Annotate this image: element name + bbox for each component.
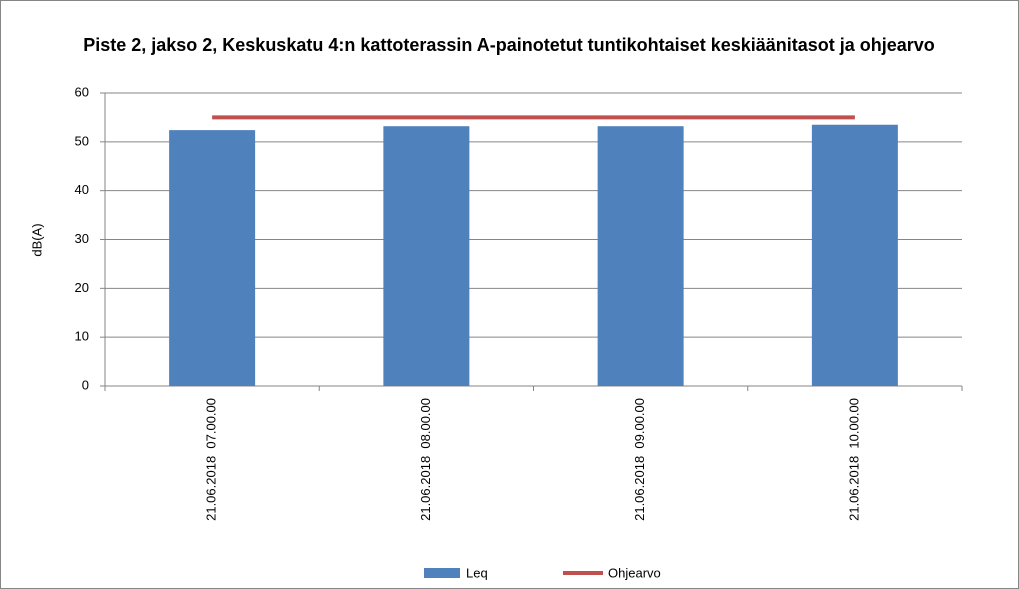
- bar: [169, 130, 256, 386]
- y-tick-label: 0: [82, 377, 89, 392]
- bar: [597, 126, 684, 386]
- legend-label: Leq: [466, 565, 488, 580]
- y-tick-label: 30: [75, 231, 89, 246]
- legend-label: Ohjearvo: [608, 565, 661, 580]
- bar: [383, 126, 470, 386]
- x-tick-label: 21.06.2018 09.00.00: [632, 398, 647, 521]
- y-tick-label: 10: [75, 329, 89, 344]
- y-tick-label: 60: [75, 84, 89, 99]
- y-tick-label: 20: [75, 280, 89, 295]
- y-tick-label: 40: [75, 182, 89, 197]
- legend-swatch: [424, 568, 460, 578]
- y-axis-label: dB(A): [29, 223, 44, 256]
- bar: [811, 124, 898, 386]
- y-tick-label: 50: [75, 133, 89, 148]
- chart-title: Piste 2, jakso 2, Keskuskatu 4:n kattote…: [83, 35, 935, 55]
- x-tick-label: 21.06.2018 08.00.00: [418, 398, 433, 521]
- x-tick-label: 21.06.2018 07.00.00: [204, 398, 219, 521]
- x-tick-label: 21.06.2018 10.00.00: [846, 398, 861, 521]
